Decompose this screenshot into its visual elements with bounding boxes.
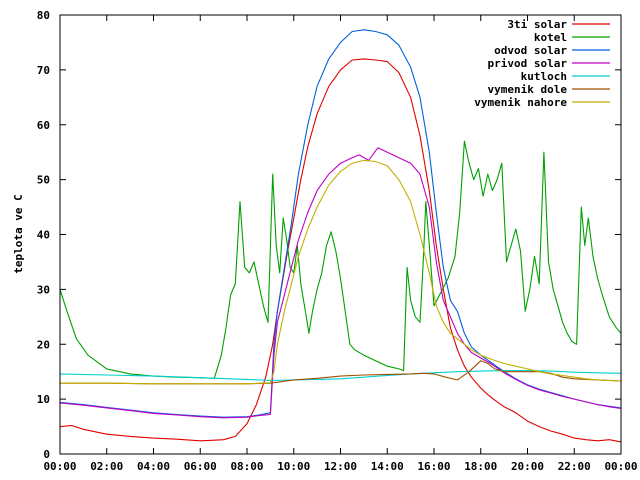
x-tick-label: 12:00: [324, 460, 357, 473]
legend-label: odvod solar: [494, 44, 567, 57]
x-tick-label: 00:00: [43, 460, 76, 473]
series-line-privod-solar: [59, 147, 622, 419]
legend-label: privod solar: [488, 57, 568, 70]
y-tick-label: 40: [37, 229, 50, 242]
x-tick-label: 00:00: [604, 460, 637, 473]
legend-label: 3ti solar: [507, 18, 567, 31]
y-tick-label: 80: [37, 9, 50, 22]
x-tick-label: 22:00: [558, 460, 591, 473]
series-line-kotel: [59, 140, 622, 379]
legend-label: kutloch: [521, 70, 567, 83]
y-axis-label: teplota ve C: [12, 194, 25, 273]
x-tick-label: 18:00: [464, 460, 497, 473]
x-tick-label: 20:00: [511, 460, 544, 473]
x-tick-label: 04:00: [137, 460, 170, 473]
x-tick-label: 08:00: [230, 460, 263, 473]
x-tick-label: 16:00: [417, 460, 450, 473]
tick-layer: 0 10 20 30 40 50 60 70 80 00:00 02:00 04:00 06:00 08:…: [37, 9, 638, 473]
series-line-kutloch: [59, 370, 622, 382]
y-tick-label: 70: [37, 64, 50, 77]
x-tick-label: 02:00: [90, 460, 123, 473]
series-layer: [59, 29, 622, 443]
x-tick-label: 14:00: [371, 460, 404, 473]
y-tick-label: 20: [37, 338, 50, 351]
x-tick-label: 10:00: [277, 460, 310, 473]
y-tick-label: 10: [37, 393, 50, 406]
series-line-3ti-solar: [59, 58, 622, 443]
x-tick-label: 06:00: [184, 460, 217, 473]
legend-label: kotel: [534, 31, 567, 44]
y-tick-label: 50: [37, 174, 50, 187]
y-tick-label: 30: [37, 283, 50, 296]
y-tick-label: 0: [43, 448, 50, 461]
legend-label: vymenik nahore: [474, 96, 567, 109]
y-tick-label: 60: [37, 119, 50, 132]
series-line-vymenik-nahore: [60, 159, 622, 385]
legend-label: vymenik dole: [488, 83, 568, 96]
